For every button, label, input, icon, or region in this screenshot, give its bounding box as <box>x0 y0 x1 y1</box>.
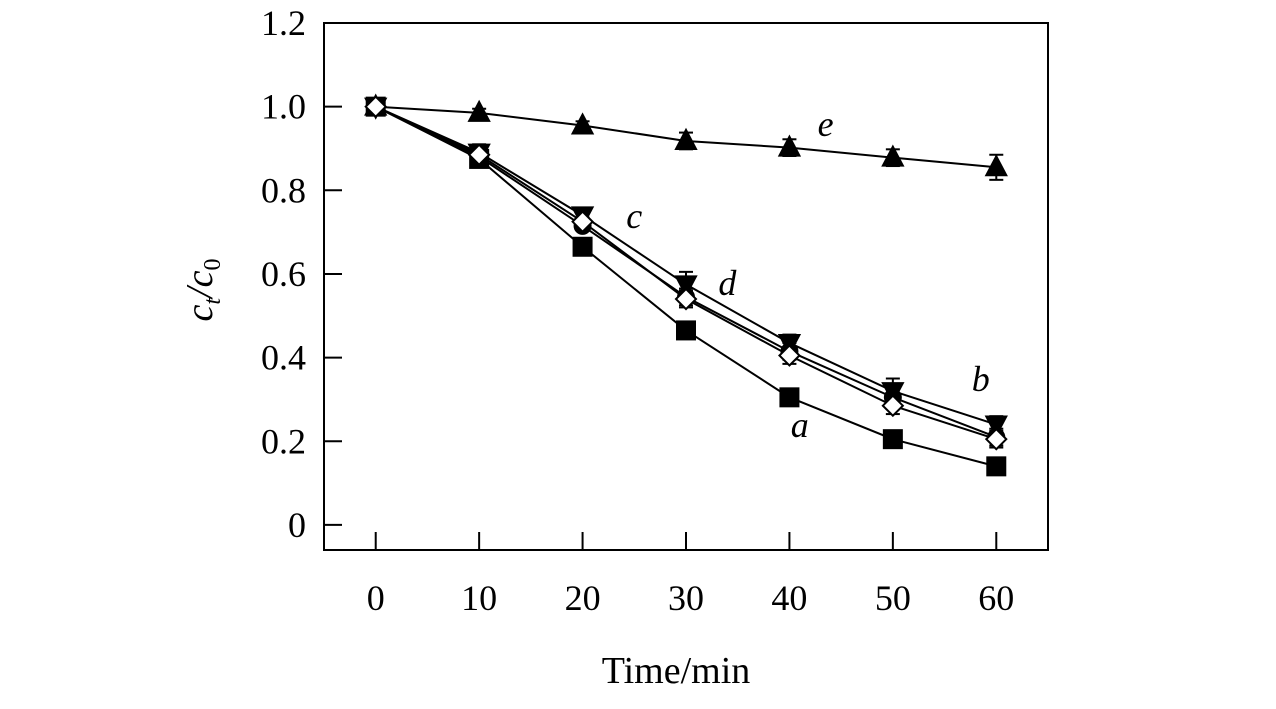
x-tick-label: 10 <box>461 578 497 618</box>
y-axis-title-sub2: 0 <box>200 259 226 271</box>
data-point <box>986 456 1007 477</box>
data-point <box>984 154 1008 177</box>
x-axis: 0 10 20 30 40 50 60 <box>367 532 1014 618</box>
x-tick-label: 50 <box>875 578 911 618</box>
y-tick-label: 1.2 <box>261 3 306 43</box>
data-point <box>571 210 594 234</box>
data-point <box>570 112 595 135</box>
data-point <box>882 429 903 450</box>
y-axis-title-main: c <box>179 304 221 321</box>
series-label-d: d <box>718 263 737 303</box>
y-axis: 0 0.2 0.4 0.6 0.8 1.0 1.2 <box>261 3 342 545</box>
series-label-b: b <box>972 359 990 399</box>
y-tick-label: 0.6 <box>261 254 306 294</box>
data-point <box>364 95 388 119</box>
data-point <box>676 320 696 341</box>
x-tick-label: 60 <box>978 578 1014 618</box>
series-e <box>364 93 1008 181</box>
y-tick-label: 1.0 <box>261 87 306 127</box>
y-axis-title: ct/c0 <box>179 259 226 322</box>
y-tick-label: 0 <box>288 505 306 545</box>
data-point <box>778 344 801 367</box>
series-label-c: c <box>626 196 642 236</box>
data-point <box>779 387 800 408</box>
x-axis-title: Time/min <box>602 650 751 692</box>
y-tick-label: 0.2 <box>261 421 306 461</box>
data-point <box>674 275 698 298</box>
series-layer <box>364 93 1008 477</box>
x-tick-label: 30 <box>668 578 704 618</box>
x-tick-label: 40 <box>771 578 807 618</box>
data-point <box>984 427 1008 451</box>
data-point <box>984 415 1008 438</box>
y-axis-title-sep: /c <box>179 270 221 300</box>
data-point <box>674 127 698 150</box>
data-point <box>674 287 698 311</box>
data-point <box>881 144 905 167</box>
data-point <box>572 236 593 257</box>
y-tick-label: 0.4 <box>261 338 306 378</box>
data-point <box>881 382 905 405</box>
data-point <box>467 143 491 167</box>
x-tick-label: 20 <box>565 578 601 618</box>
series-d <box>364 95 1008 451</box>
x-tick-label: 0 <box>367 578 385 618</box>
data-point <box>881 394 905 418</box>
data-point <box>777 134 802 157</box>
annotation-layer: a b c d e <box>626 104 989 445</box>
y-axis-title-sub1: t <box>200 297 226 305</box>
y-tick-label: 0.8 <box>261 170 306 210</box>
data-point <box>467 99 491 122</box>
series-label-a: a <box>791 405 809 445</box>
series-label-e: e <box>818 104 834 144</box>
